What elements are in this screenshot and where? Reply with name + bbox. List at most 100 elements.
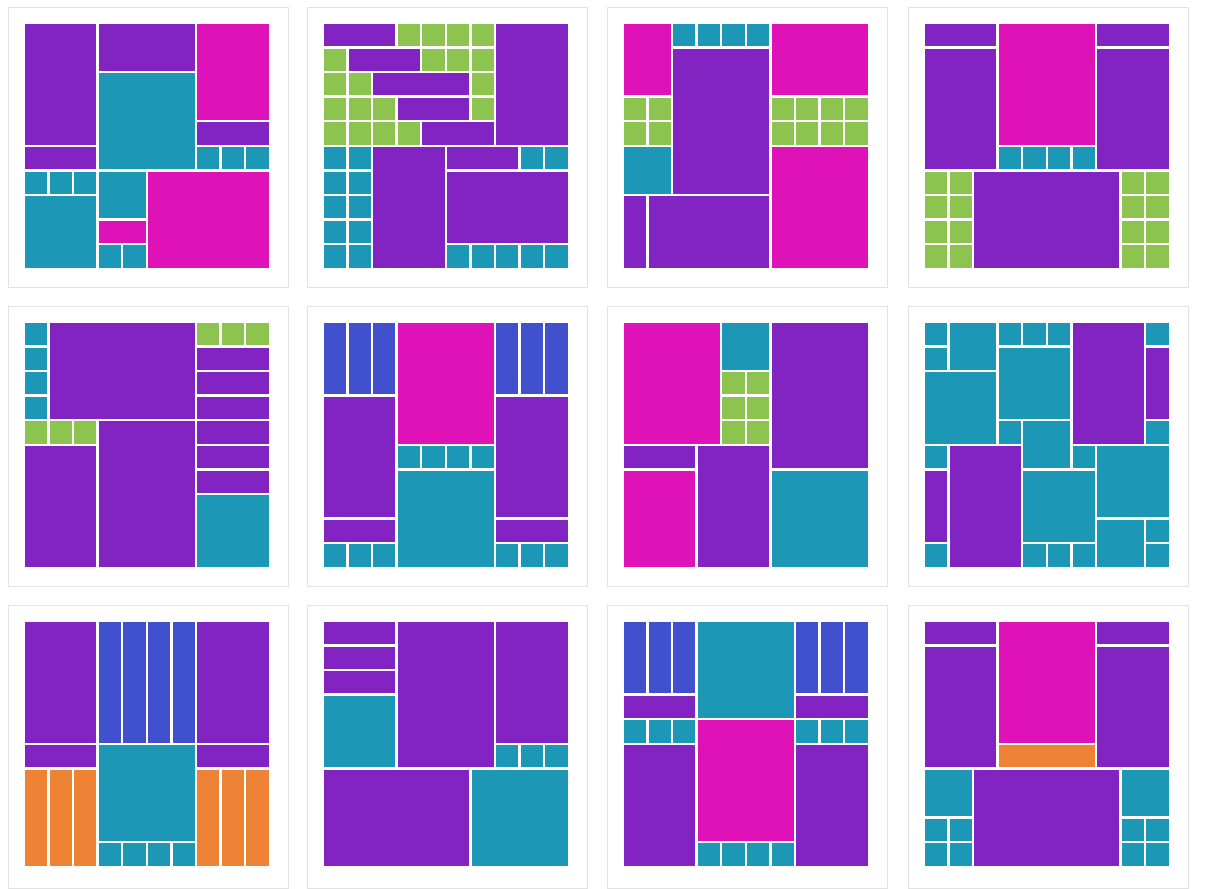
layout-tile xyxy=(496,396,568,518)
layout-tile xyxy=(25,372,48,395)
layout-tile xyxy=(771,843,794,866)
layout-tile xyxy=(373,73,470,96)
layout-tile xyxy=(1146,245,1169,268)
layout-tile xyxy=(496,245,519,268)
layout-tile xyxy=(471,97,494,120)
layout-tile xyxy=(373,323,396,395)
layout-card-5[interactable] xyxy=(8,306,289,587)
layout-card-3[interactable] xyxy=(607,7,888,288)
layout-card-11[interactable] xyxy=(607,605,888,889)
layout-card-9[interactable] xyxy=(8,605,289,889)
layout-tile xyxy=(197,147,220,170)
layout-tile xyxy=(925,818,948,841)
layout-tile xyxy=(397,24,420,47)
layout-card-6[interactable] xyxy=(307,306,588,587)
layout-tile xyxy=(324,73,347,96)
layout-card-12[interactable] xyxy=(908,605,1189,889)
layout-tile xyxy=(246,769,269,866)
layout-tile xyxy=(1097,622,1169,645)
layout-tile xyxy=(324,396,396,518)
layout-tile xyxy=(221,323,244,346)
layout-tile xyxy=(324,48,347,71)
layout-tile xyxy=(98,745,195,841)
layout-tile xyxy=(949,245,972,268)
layout-card-1[interactable] xyxy=(8,7,289,288)
layout-tile xyxy=(25,622,97,743)
layout-tile xyxy=(624,745,696,866)
layout-tile xyxy=(422,24,445,47)
layout-tile xyxy=(25,196,97,268)
layout-tile xyxy=(496,622,568,743)
layout-tile xyxy=(520,544,543,567)
layout-tile xyxy=(673,48,770,194)
layout-tile xyxy=(624,24,671,96)
layout-tile xyxy=(624,695,696,718)
layout-tile xyxy=(74,769,97,866)
layout-tile xyxy=(747,396,770,419)
layout-tile xyxy=(373,97,396,120)
layout-tile xyxy=(925,323,948,346)
layout-tile xyxy=(197,24,269,120)
layout-tile xyxy=(520,147,543,170)
layout-tile xyxy=(998,347,1071,419)
layout-tile xyxy=(820,97,843,120)
layout-tile xyxy=(197,769,220,866)
layout-tile xyxy=(348,323,371,395)
layout-tile xyxy=(925,196,948,219)
layout-tile xyxy=(324,171,347,194)
layout-tile xyxy=(796,97,819,120)
layout-tile xyxy=(747,24,770,47)
layout-tile xyxy=(545,745,568,768)
layout-tile xyxy=(324,695,396,768)
layout-tile xyxy=(25,421,48,444)
layout-tile xyxy=(949,818,972,841)
layout-tile xyxy=(624,97,647,120)
layout-tile xyxy=(98,24,195,71)
layout-tile xyxy=(348,171,371,194)
layout-tile xyxy=(845,97,868,120)
layout-tile xyxy=(949,323,997,370)
layout-tile xyxy=(324,519,396,542)
layout-tile xyxy=(25,147,97,170)
layout-tile xyxy=(1023,421,1071,469)
layout-tile xyxy=(98,220,146,243)
layout-tile xyxy=(98,843,121,866)
layout-tile xyxy=(496,745,519,768)
layout-tile xyxy=(648,196,770,268)
layout-card-2[interactable] xyxy=(307,7,588,288)
layout-tile xyxy=(545,323,568,395)
layout-tile xyxy=(197,622,269,743)
layout-card-10[interactable] xyxy=(307,605,588,889)
layout-tile xyxy=(197,446,269,469)
layout-tile xyxy=(197,372,269,395)
layout-tile xyxy=(771,122,794,145)
layout-tile xyxy=(545,544,568,567)
layout-tile xyxy=(148,843,171,866)
layout-tile xyxy=(397,323,494,444)
layout-tile xyxy=(1146,421,1169,444)
layout-tile xyxy=(447,24,470,47)
layout-tile xyxy=(697,24,720,47)
layout-tile xyxy=(447,48,470,71)
layout-tile xyxy=(722,24,745,47)
layout-tile xyxy=(520,323,543,395)
layout-tile xyxy=(373,544,396,567)
layout-tile xyxy=(722,323,770,370)
layout-tile xyxy=(471,245,494,268)
layout-tile xyxy=(1146,323,1169,346)
layout-tile xyxy=(925,843,948,866)
layout-tile xyxy=(974,769,1120,866)
layout-tile xyxy=(624,196,647,268)
layout-tile xyxy=(648,122,671,145)
layout-tile xyxy=(1072,147,1095,170)
layout-card-7[interactable] xyxy=(607,306,888,587)
layout-card-8[interactable] xyxy=(908,306,1189,587)
layout-tile xyxy=(25,745,97,768)
layout-tile xyxy=(324,245,347,268)
layout-tile xyxy=(324,196,347,219)
layout-tile xyxy=(221,147,244,170)
layout-card-4[interactable] xyxy=(908,7,1189,288)
layout-tile xyxy=(324,122,347,145)
layout-tile xyxy=(1146,519,1169,542)
layout-tile xyxy=(1146,196,1169,219)
